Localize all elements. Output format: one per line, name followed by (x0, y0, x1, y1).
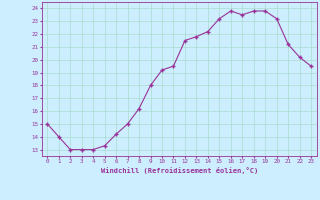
X-axis label: Windchill (Refroidissement éolien,°C): Windchill (Refroidissement éolien,°C) (100, 167, 258, 174)
